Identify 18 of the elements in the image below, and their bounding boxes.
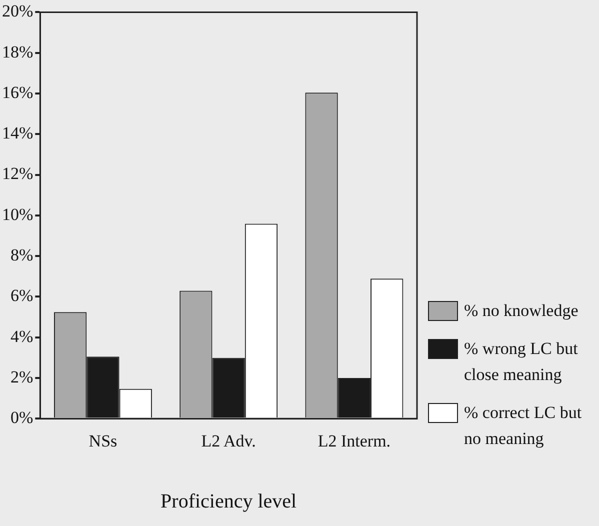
y-tick-label: 20%: [2, 2, 34, 21]
y-tick-label: 14%: [2, 124, 34, 143]
y-tick-label: 8%: [10, 246, 34, 265]
x-tick-label: L2 Interm.: [318, 431, 391, 450]
y-tick-label: 0%: [10, 408, 34, 428]
x-tick-label: L2 Adv.: [201, 431, 256, 450]
y-tick-label: 18%: [2, 42, 34, 62]
y-tick-label: 4%: [10, 326, 34, 346]
y-tick-label: 16%: [2, 82, 34, 102]
y-tick-label: 6%: [10, 286, 34, 306]
x-tick-label: NSs: [88, 431, 118, 450]
legend-label: % correct LC but no meaning: [464, 402, 583, 450]
legend-label: % no knowledge: [464, 300, 578, 322]
y-tick-label: 10%: [2, 204, 34, 224]
y-tick-label: 2%: [10, 367, 34, 386]
x-axis-title: Proficiency level: [160, 490, 298, 512]
y-tick-label: 12%: [2, 164, 34, 184]
legend-label: % wrong LC but close meaning: [464, 338, 579, 386]
